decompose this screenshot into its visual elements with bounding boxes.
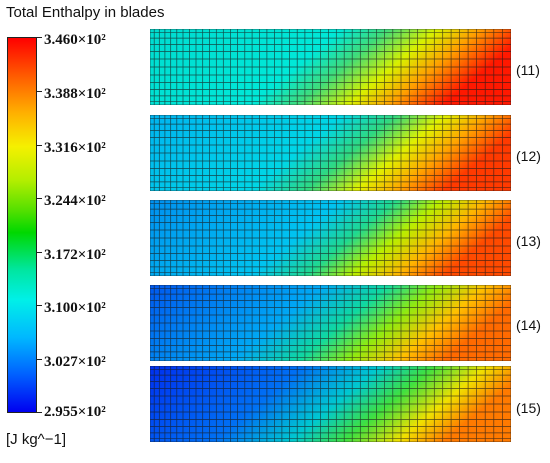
blade-label-15: (15) [516,400,541,416]
blade-contour-14 [150,285,511,361]
scale-tick [37,198,42,199]
scale-tick-label: 3.388×10² [44,86,106,102]
scale-tick [37,91,42,92]
scale-tick [37,305,42,306]
scale-tick-label: 3.316×10² [44,140,106,156]
blade-contour-11 [150,29,511,105]
blade-label-14: (14) [516,317,541,333]
legend-title: Total Enthalpy in blades [6,4,165,21]
blade-contour-15 [150,366,511,442]
scale-tick-label: 3.027×10² [44,354,106,370]
color-scale-bar [7,37,37,413]
blade-label-13: (13) [516,233,541,249]
scale-tick-label: 3.460×10² [44,32,106,48]
scale-tick [37,145,42,146]
blade-contour-12 [150,115,511,191]
scale-tick [37,37,42,38]
scale-tick-label: 3.244×10² [44,193,106,209]
scale-tick-label: 2.955×10² [44,404,106,420]
blade-label-12: (12) [516,148,541,164]
legend-unit: [J kg^−1] [6,431,66,448]
scale-tick-label: 3.100×10² [44,300,106,316]
blade-contour-13 [150,200,511,276]
scale-tick [37,412,42,413]
scale-tick [37,252,42,253]
scale-tick-label: 3.172×10² [44,247,106,263]
scale-tick [37,359,42,360]
blade-label-11: (11) [516,62,540,78]
